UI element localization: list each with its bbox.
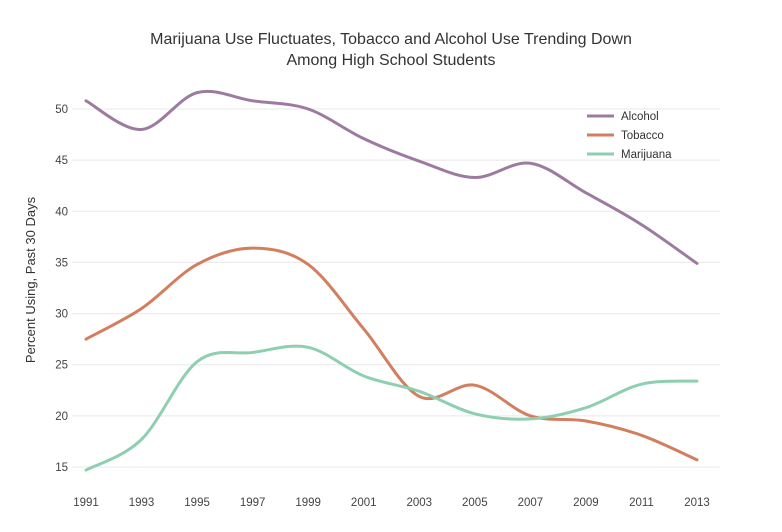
y-tick-label: 50 <box>55 104 68 116</box>
x-tick-label: 2005 <box>462 497 488 509</box>
chart-title-line-1: Marijuana Use Fluctuates, Tobacco and Al… <box>150 31 632 48</box>
x-tick-label: 2003 <box>406 497 432 509</box>
x-tick-label: 2009 <box>573 497 599 509</box>
y-tick-label: 45 <box>55 155 68 167</box>
x-tick-label: 1995 <box>184 497 210 509</box>
x-tick-label: 2007 <box>518 497 544 509</box>
legend-label-tobacco: Tobacco <box>621 130 664 142</box>
series-line-alcohol <box>84 90 699 265</box>
x-axis-ticks: 1991 1993 1995 1997 1999 2001 2003 2005 2007 2009… <box>73 497 710 509</box>
x-tick-label: 1991 <box>73 497 99 509</box>
x-tick-label: 2013 <box>684 497 710 509</box>
x-tick-label: 1999 <box>295 497 321 509</box>
y-axis-ticks: 15 20 25 30 35 40 45 50 <box>55 104 68 474</box>
chart-title-line-2: Among High School Students <box>286 52 495 69</box>
series-line-tobacco <box>84 246 699 462</box>
y-tick-label: 40 <box>55 206 68 218</box>
legend: Alcohol Tobacco Marijuana <box>587 111 672 161</box>
x-tick-label: 1997 <box>240 497 266 509</box>
x-tick-label: 2011 <box>629 497 654 509</box>
series-lines <box>84 90 699 472</box>
x-tick-label: 2001 <box>351 497 377 509</box>
y-tick-label: 25 <box>55 360 68 372</box>
y-tick-label: 20 <box>55 411 68 423</box>
y-axis-label: Percent Using, Past 30 Days <box>23 196 38 363</box>
y-tick-label: 15 <box>55 462 68 474</box>
y-tick-label: 30 <box>55 309 68 321</box>
series-line-marijuana <box>84 344 699 472</box>
x-tick-label: 1993 <box>129 497 155 509</box>
gridlines <box>72 108 720 468</box>
legend-label-marijuana: Marijuana <box>621 149 672 161</box>
y-tick-label: 35 <box>55 257 68 269</box>
legend-label-alcohol: Alcohol <box>621 111 659 123</box>
